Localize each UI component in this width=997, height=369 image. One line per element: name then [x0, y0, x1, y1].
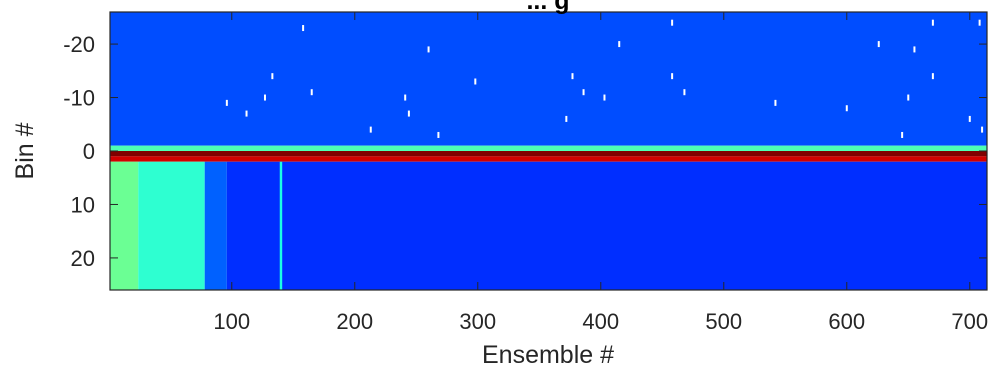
- x-tick-label: 700: [951, 309, 988, 334]
- spike-mark: [683, 89, 686, 96]
- spike-mark: [245, 110, 248, 117]
- heatmap-region: [110, 12, 987, 146]
- spike-mark: [913, 46, 916, 53]
- spike-mark: [474, 78, 477, 85]
- x-tick-label: 300: [459, 309, 496, 334]
- spike-mark: [671, 73, 674, 80]
- x-tick-label: 600: [828, 309, 865, 334]
- spike-mark: [981, 126, 984, 133]
- spike-mark: [225, 99, 228, 106]
- heatmap-region: [110, 145, 987, 151]
- spike-mark: [582, 89, 585, 96]
- heatmap-region: [110, 156, 987, 162]
- spike-mark: [931, 73, 934, 80]
- spike-mark: [618, 41, 621, 48]
- spike-mark: [671, 19, 674, 26]
- x-tick-label: 400: [582, 309, 619, 334]
- spike-mark: [968, 115, 971, 122]
- heatmap-region: [110, 161, 139, 290]
- heatmap-region: [204, 161, 227, 290]
- y-tick-label: 20: [71, 246, 95, 271]
- x-tick-label: 500: [705, 309, 742, 334]
- spike-mark: [774, 99, 777, 106]
- y-axis-label: Bin #: [11, 122, 39, 179]
- spike-mark: [302, 25, 305, 32]
- spike-mark: [310, 89, 313, 96]
- x-axis: 100 200 300 400 500 600 700: [213, 12, 988, 334]
- spike-mark: [978, 19, 981, 26]
- spike-mark: [407, 110, 410, 117]
- spike-mark: [877, 41, 880, 48]
- heatmap-region: [138, 161, 205, 290]
- spike-mark: [845, 105, 848, 112]
- spike-mark: [571, 73, 574, 80]
- spike-mark: [603, 94, 606, 101]
- heatmap-region: [110, 151, 987, 157]
- spike-mark: [427, 46, 430, 53]
- y-tick-label: 0: [83, 139, 95, 164]
- spike-mark: [263, 94, 266, 101]
- spike-mark: [901, 131, 904, 138]
- x-axis-label: Ensemble #: [482, 341, 614, 369]
- y-tick-label: -10: [63, 86, 95, 111]
- heatmap-cells: [110, 12, 987, 290]
- heatmap-region: [279, 161, 283, 290]
- chart-title: ... g: [526, 0, 569, 15]
- y-axis: -20 -10 0 10 20: [63, 32, 987, 271]
- heatmap-region: [226, 161, 987, 290]
- spike-mark: [271, 73, 274, 80]
- spike-mark: [931, 19, 934, 26]
- spike-mark: [907, 94, 910, 101]
- y-tick-label: 10: [71, 192, 95, 217]
- x-tick-label: 200: [336, 309, 373, 334]
- spike-mark: [369, 126, 372, 133]
- spike-mark: [565, 115, 568, 122]
- y-tick-label: -20: [63, 32, 95, 57]
- x-tick-label: 100: [213, 309, 250, 334]
- spike-mark: [404, 94, 407, 101]
- spike-mark: [437, 131, 440, 138]
